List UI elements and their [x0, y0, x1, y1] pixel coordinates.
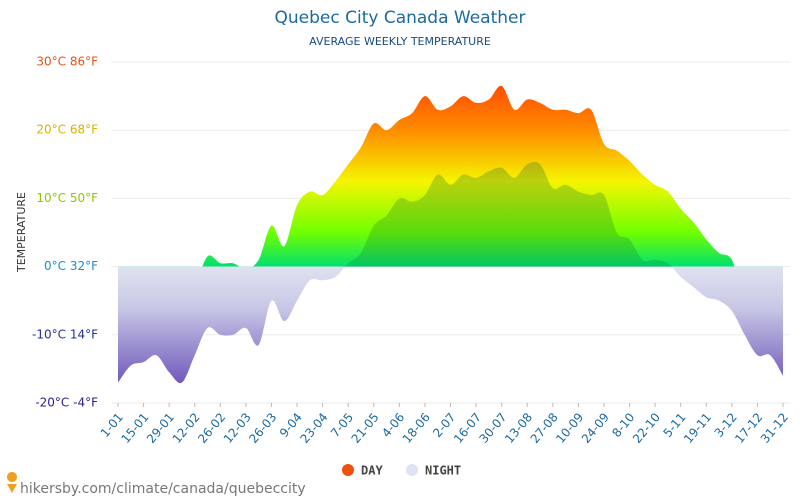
x-tick-label: 24-09	[579, 410, 612, 446]
x-tick-label: 12-03	[221, 410, 254, 446]
x-tick-label: 15-01	[118, 410, 151, 446]
x-tick-label: 21-05	[349, 410, 382, 446]
legend-swatch	[342, 464, 354, 476]
y-tick-label: 0°C 32°F	[44, 259, 98, 273]
x-tick-label: 13-08	[502, 410, 535, 446]
x-tick-label: 31-12	[758, 410, 791, 446]
legend-item: DAY	[342, 464, 383, 478]
legend-label: NIGHT	[425, 464, 461, 478]
x-tick-label: 16-07	[451, 410, 484, 446]
x-tick-label: 18-06	[400, 410, 433, 446]
x-tick-label: 30-07	[476, 410, 509, 446]
x-tick-label: 19-11	[681, 410, 714, 446]
chart-subtitle: AVERAGE WEEKLY TEMPERATURE	[309, 35, 491, 48]
source: hikersby.com/climate/canada/quebeccity	[7, 472, 306, 497]
legend-swatch	[406, 464, 418, 476]
y-tick-label: 10°C 50°F	[36, 191, 98, 205]
legend-item: NIGHT	[406, 464, 461, 478]
y-tick-label: -10°C 14°F	[32, 327, 98, 341]
pin-icon	[7, 472, 18, 493]
x-tick-label: 12-02	[170, 410, 203, 446]
x-tick-label: 10-09	[553, 410, 586, 446]
x-tick-label: 22-10	[630, 410, 663, 446]
y-tick-label: 30°C 86°F	[36, 55, 98, 69]
y-axis-label: TEMPERATURE	[15, 192, 28, 273]
x-tick-label: 23-04	[297, 410, 330, 446]
source-text: hikersby.com/climate/canada/quebeccity	[20, 481, 306, 497]
x-tick-label: 26-03	[246, 410, 279, 446]
x-tick-label: 27-08	[528, 410, 561, 446]
y-tick-label: -20°C -4°F	[35, 396, 98, 410]
area	[118, 161, 783, 384]
x-tick-label: 17-12	[732, 410, 765, 446]
chart-title: Quebec City Canada Weather	[274, 8, 525, 28]
legend-label: DAY	[361, 464, 383, 478]
y-tick-label: 20°C 68°F	[36, 123, 98, 137]
x-tick-label: 26-02	[195, 410, 228, 446]
x-tick-label: 29-01	[144, 410, 177, 446]
